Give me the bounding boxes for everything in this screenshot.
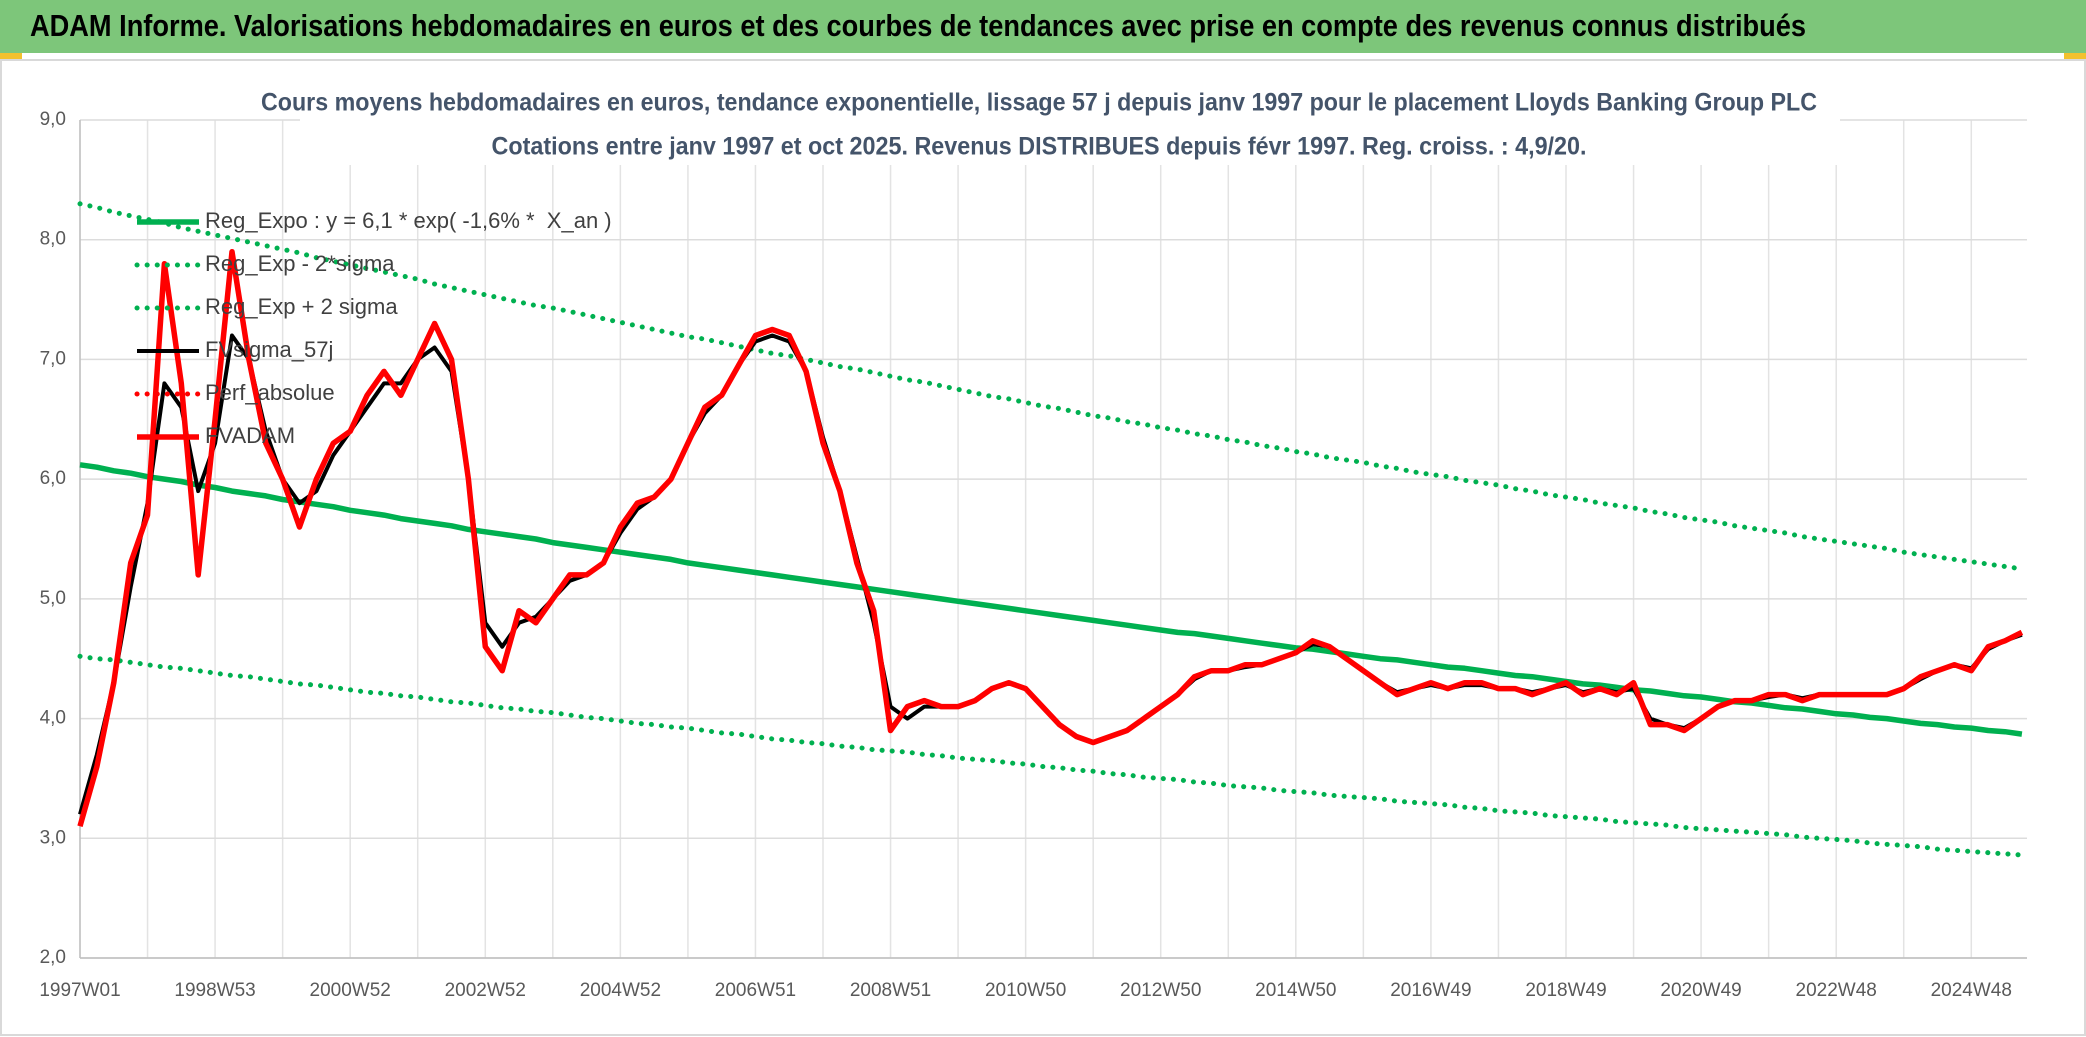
series-line	[77, 201, 2025, 572]
y-tick-label: 5,0	[40, 588, 66, 609]
x-tick-label: 2018W49	[1525, 980, 1606, 1001]
x-tick-label: 2020W49	[1660, 980, 1741, 1001]
x-tick-label: 2012W50	[1120, 980, 1201, 1001]
chart-title: Cours moyens hebdomadaires en euros, ten…	[261, 89, 1817, 117]
y-tick-label: 4,0	[40, 708, 66, 729]
y-tick-label: 9,0	[40, 109, 66, 130]
legend-label: FVADAM	[205, 423, 295, 448]
plot-area: 2,0 3,0 4,0 5,0 6,0 7,0 8,0 9,0 1997W01 1998W53 20…	[39, 109, 2027, 1001]
header-title: ADAM Informe. Valorisations hebdomadaire…	[30, 8, 1806, 43]
corner-mark	[2064, 53, 2086, 59]
series-line	[77, 653, 2025, 858]
x-tick-label: 2010W50	[985, 980, 1066, 1001]
chart-frame	[0, 59, 2086, 1036]
x-tick-label: 2022W48	[1796, 980, 1877, 1001]
x-tick-label: 2008W51	[850, 980, 931, 1001]
legend-label: Reg_Exp + 2 sigma	[205, 294, 398, 319]
x-tick-label: 2004W52	[580, 980, 661, 1001]
legend-label: Perf_absolue	[205, 380, 335, 405]
y-tick-label: 6,0	[40, 468, 66, 489]
x-tick-label: 2016W49	[1390, 980, 1471, 1001]
x-tick-label: 2024W48	[1931, 980, 2012, 1001]
x-tick-label: 2000W52	[310, 980, 391, 1001]
x-tick-label: 2014W50	[1255, 980, 1336, 1001]
x-tick-label: 2002W52	[445, 980, 526, 1001]
y-tick-label: 2,0	[40, 947, 66, 968]
x-tick-label: 1997W01	[39, 980, 120, 1001]
y-tick-label: 7,0	[40, 348, 66, 369]
y-tick-label: 3,0	[40, 827, 66, 848]
y-tick-label: 8,0	[40, 229, 66, 250]
x-tick-label: 2006W51	[715, 980, 796, 1001]
series-line	[79, 462, 2023, 737]
legend: Reg_Expo : y = 6,1 * exp( -1,6% * X_an )…	[134, 208, 612, 448]
chart-subtitle: Cotations entre janv 1997 et oct 2025. R…	[492, 133, 1587, 161]
x-tick-label: 1998W53	[174, 980, 255, 1001]
legend-label: Reg_Exp - 2*sigma	[205, 251, 395, 276]
header-bar	[0, 0, 2086, 53]
title-background	[300, 85, 1840, 165]
legend-label: Reg_Expo : y = 6,1 * exp( -1,6% * X_an )	[205, 208, 612, 233]
series-line	[77, 248, 2024, 828]
corner-mark	[0, 53, 22, 59]
legend-label: FVsigma_57j	[205, 337, 333, 362]
